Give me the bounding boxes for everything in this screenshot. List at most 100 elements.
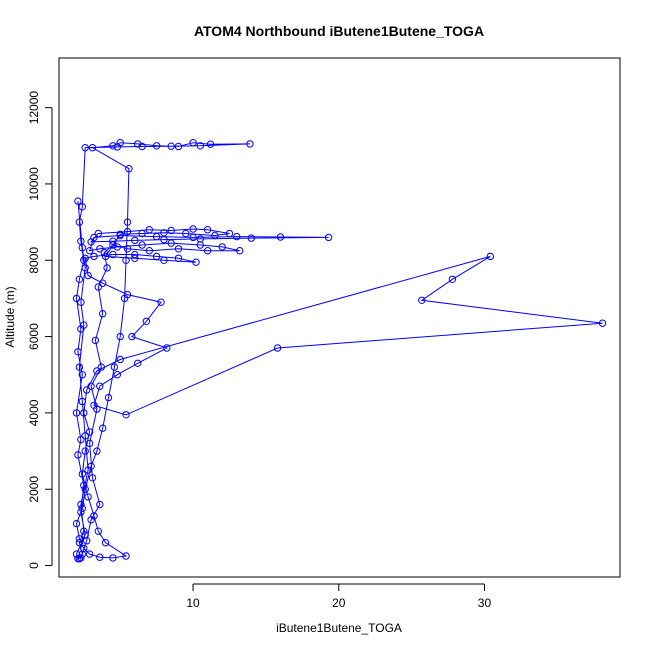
data-point bbox=[109, 554, 117, 562]
data-point bbox=[91, 336, 100, 345]
data-point bbox=[206, 140, 215, 148]
data-point bbox=[167, 226, 175, 235]
y-axis: 0 2000 4000 6000 8000 10000 12000 bbox=[27, 91, 53, 569]
data-point bbox=[99, 424, 107, 432]
data-point bbox=[128, 332, 136, 341]
data-point bbox=[203, 226, 212, 234]
series-line bbox=[75, 142, 603, 560]
data-point bbox=[233, 232, 241, 241]
data-point bbox=[75, 218, 84, 226]
y-tick-label: 2000 bbox=[27, 476, 41, 503]
data-point bbox=[75, 539, 84, 547]
data-point bbox=[448, 275, 457, 283]
data-point bbox=[113, 143, 122, 151]
data-point bbox=[109, 241, 117, 249]
data-point bbox=[116, 355, 124, 364]
data-point bbox=[94, 527, 103, 535]
data-point bbox=[81, 447, 89, 455]
data-point bbox=[110, 363, 119, 371]
data-point bbox=[81, 531, 89, 539]
data-point bbox=[81, 144, 89, 152]
data-point bbox=[246, 140, 254, 148]
data-point bbox=[122, 411, 130, 419]
y-tick-label: 8000 bbox=[27, 247, 41, 274]
data-point bbox=[93, 367, 101, 375]
y-tick-label: 6000 bbox=[27, 323, 41, 350]
data-point bbox=[81, 432, 89, 440]
data-point bbox=[88, 474, 97, 482]
data-point bbox=[87, 238, 95, 246]
data-point bbox=[163, 344, 171, 352]
x-tick-label: 30 bbox=[478, 596, 492, 610]
data-point bbox=[84, 271, 92, 280]
data-point bbox=[78, 203, 87, 211]
y-axis-label: Altitude (m) bbox=[3, 286, 17, 347]
data-point bbox=[131, 250, 139, 259]
data-point bbox=[174, 245, 183, 253]
data-point bbox=[80, 481, 88, 490]
data-point bbox=[99, 310, 107, 318]
data-point bbox=[236, 247, 244, 255]
data-point bbox=[80, 544, 88, 553]
data-point bbox=[77, 237, 85, 245]
data-point bbox=[77, 435, 85, 444]
data-point bbox=[182, 229, 190, 238]
data-point bbox=[74, 197, 82, 205]
data-point bbox=[84, 493, 92, 501]
data-point bbox=[80, 527, 88, 535]
data-point bbox=[75, 535, 84, 543]
data-point bbox=[72, 519, 81, 528]
y-tick-label: 12000 bbox=[27, 91, 41, 125]
data-point bbox=[109, 250, 117, 259]
data-point bbox=[203, 247, 212, 255]
data-point bbox=[83, 386, 91, 394]
data-point bbox=[96, 500, 104, 509]
data-point bbox=[80, 256, 88, 264]
data-point bbox=[160, 256, 168, 264]
data-point bbox=[78, 397, 87, 406]
data-point bbox=[125, 165, 133, 173]
data-point bbox=[247, 234, 256, 242]
data-point bbox=[87, 462, 95, 470]
data-point bbox=[167, 239, 175, 247]
data-point bbox=[189, 139, 197, 147]
data-point bbox=[97, 363, 106, 371]
data-point bbox=[145, 247, 154, 255]
data-point bbox=[486, 252, 494, 261]
data-point bbox=[273, 344, 282, 352]
data-point bbox=[211, 231, 219, 240]
data-point bbox=[123, 245, 132, 253]
data-point bbox=[122, 256, 130, 264]
data-point bbox=[101, 252, 110, 261]
data-point bbox=[103, 264, 111, 272]
data-point bbox=[77, 500, 85, 509]
data-point bbox=[77, 298, 85, 306]
data-point bbox=[152, 252, 161, 261]
data-point bbox=[120, 294, 129, 303]
data-point bbox=[72, 409, 81, 417]
data-point bbox=[113, 243, 122, 251]
data-point bbox=[116, 332, 124, 341]
data-point bbox=[75, 363, 84, 371]
data-point bbox=[101, 539, 110, 547]
data-point bbox=[113, 371, 122, 379]
data-point bbox=[81, 485, 89, 493]
x-axis: 10 20 30 bbox=[186, 583, 492, 610]
chart-title: ATOM4 Northbound iButene1Butene_TOGA bbox=[194, 23, 484, 39]
data-point bbox=[116, 230, 124, 239]
data-point bbox=[80, 409, 88, 417]
y-tick-label: 4000 bbox=[27, 399, 41, 426]
data-point bbox=[152, 232, 161, 241]
data-point bbox=[75, 555, 84, 563]
data-point bbox=[85, 439, 94, 448]
x-axis-label: iButene1Butene_TOGA bbox=[276, 621, 402, 635]
data-point bbox=[96, 553, 104, 561]
y-tick-label: 0 bbox=[27, 562, 41, 569]
data-point bbox=[218, 243, 226, 251]
data-point bbox=[74, 348, 82, 356]
data-point bbox=[94, 283, 103, 291]
data-point bbox=[85, 428, 94, 436]
data-point bbox=[85, 247, 94, 255]
data-point bbox=[138, 142, 146, 151]
data-point bbox=[100, 248, 108, 257]
